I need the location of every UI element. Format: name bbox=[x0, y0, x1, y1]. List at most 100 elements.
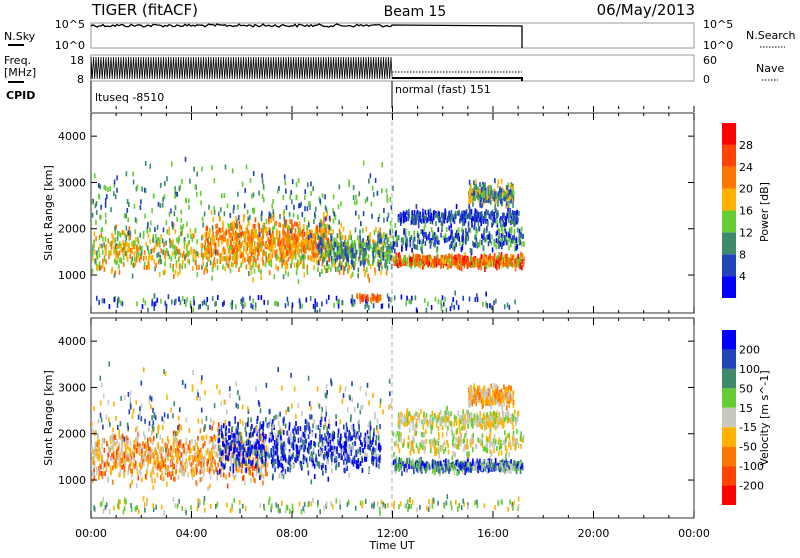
echo-cell bbox=[256, 233, 258, 238]
echo-cell bbox=[304, 272, 306, 277]
echo-cell bbox=[215, 250, 217, 255]
echo-cell bbox=[165, 241, 167, 246]
echo-cell bbox=[102, 474, 104, 479]
echo-cell bbox=[469, 180, 471, 185]
echo-cell bbox=[170, 240, 172, 245]
echo-cell bbox=[404, 256, 406, 261]
echo-cell bbox=[131, 260, 133, 265]
echo-cell bbox=[300, 226, 302, 231]
echo-cell bbox=[269, 253, 271, 258]
echo-cell bbox=[249, 215, 251, 220]
echo-cell bbox=[113, 191, 115, 196]
echo-cell bbox=[121, 443, 123, 448]
echo-cell bbox=[439, 217, 441, 222]
echo-cell bbox=[427, 260, 429, 265]
echo-cell bbox=[179, 456, 181, 461]
echo-cell bbox=[373, 192, 375, 197]
echo-cell bbox=[476, 293, 478, 298]
echo-cell bbox=[170, 460, 172, 465]
echo-cell bbox=[481, 240, 483, 245]
echo-cell bbox=[304, 189, 306, 194]
echo-cell bbox=[470, 248, 472, 253]
echo-cell bbox=[130, 248, 132, 253]
y-tick-label: 2000 bbox=[58, 223, 86, 236]
echo-cell bbox=[179, 269, 181, 274]
echo-cell bbox=[148, 233, 150, 238]
nsky-trace bbox=[91, 24, 522, 48]
echo-cell bbox=[128, 453, 130, 458]
echo-cell bbox=[255, 217, 257, 222]
echo-cell bbox=[272, 199, 274, 204]
echo-cell bbox=[286, 251, 288, 256]
echo-cell bbox=[201, 468, 203, 473]
echo-cell bbox=[245, 235, 247, 240]
echo-cell bbox=[120, 301, 122, 306]
echo-cell bbox=[364, 304, 366, 309]
echo-cell bbox=[117, 303, 119, 308]
echo-cell bbox=[145, 161, 147, 166]
echo-cell bbox=[260, 243, 262, 248]
echo-cell bbox=[426, 308, 428, 313]
echo-cell bbox=[472, 202, 474, 207]
echo-cell bbox=[259, 232, 261, 237]
echo-cell bbox=[387, 293, 389, 298]
echo-cell bbox=[431, 305, 433, 310]
echo-cell bbox=[126, 226, 128, 231]
echo-cell bbox=[125, 233, 127, 238]
echo-cell bbox=[172, 239, 174, 244]
echo-cell bbox=[132, 172, 134, 177]
echo-cell bbox=[410, 299, 412, 304]
echo-cell bbox=[244, 257, 246, 262]
echo-cell bbox=[307, 225, 309, 230]
echo-cell bbox=[188, 240, 190, 245]
echo-cell bbox=[250, 178, 252, 183]
echo-cell bbox=[160, 183, 162, 188]
echo-cell bbox=[94, 258, 96, 263]
echo-cell bbox=[130, 448, 132, 453]
echo-cell bbox=[99, 261, 101, 266]
echo-cell bbox=[99, 253, 101, 258]
echo-cell bbox=[491, 305, 493, 310]
echo-cell bbox=[334, 253, 336, 258]
echo-cell bbox=[100, 205, 102, 210]
echo-cell bbox=[208, 449, 210, 454]
echo-cell bbox=[263, 251, 265, 256]
echo-cell bbox=[319, 228, 321, 233]
echo-cell bbox=[178, 297, 180, 302]
echo-cell bbox=[174, 211, 176, 216]
echo-cell bbox=[181, 218, 183, 223]
echo-cell bbox=[116, 175, 118, 180]
echo-cell bbox=[409, 214, 411, 219]
echo-cell bbox=[516, 210, 518, 215]
echo-cell bbox=[485, 301, 487, 306]
echo-cell bbox=[388, 303, 390, 308]
echo-cell bbox=[351, 244, 353, 249]
echo-cell bbox=[110, 469, 112, 474]
echo-cell bbox=[479, 190, 481, 195]
echo-cell bbox=[128, 243, 130, 248]
echo-cell bbox=[325, 228, 327, 233]
echo-cell bbox=[488, 198, 490, 203]
echo-cell bbox=[247, 217, 249, 222]
echo-cell bbox=[423, 218, 425, 223]
echo-cell bbox=[273, 209, 275, 214]
echo-cell bbox=[329, 257, 331, 262]
echo-cell bbox=[356, 200, 358, 205]
echo-cell bbox=[204, 455, 206, 460]
echo-cell bbox=[142, 304, 144, 309]
echo-cell bbox=[114, 226, 116, 231]
echo-cell bbox=[117, 439, 119, 444]
echo-cell bbox=[299, 231, 301, 236]
echo-cell bbox=[417, 245, 419, 250]
echo-cell bbox=[211, 252, 213, 257]
echo-cell bbox=[484, 267, 486, 272]
echo-cell bbox=[352, 260, 354, 265]
echo-cell bbox=[108, 238, 110, 243]
echo-cell bbox=[217, 259, 219, 264]
echo-cell bbox=[367, 303, 369, 308]
echo-cell bbox=[164, 269, 166, 274]
echo-cell bbox=[161, 471, 163, 476]
date-label: 06/May/2013 bbox=[597, 1, 695, 19]
echo-cell bbox=[223, 237, 225, 242]
echo-cell bbox=[359, 239, 361, 244]
